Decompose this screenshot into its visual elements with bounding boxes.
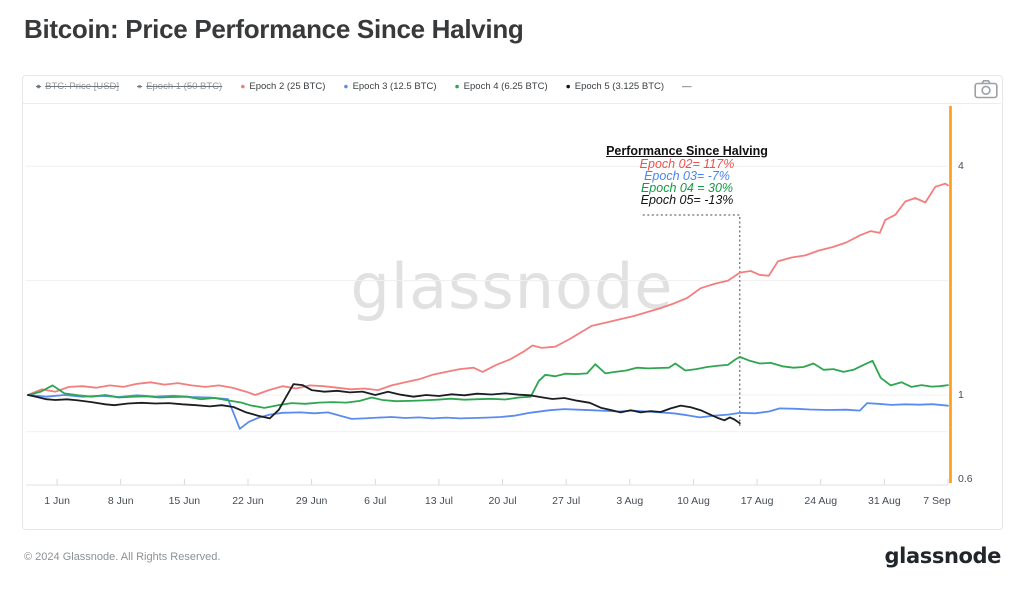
series-line-epoch-3-12-5-btc[interactable] [27,394,949,430]
chart-legend: ● BTC: Price [USD] ● Epoch 1 (50 BTC) ● Epoch… [36,81,692,92]
legend-item[interactable]: ● Epoch 5 (3.125 BTC) [565,81,665,92]
annotation-box: Performance Since Halving Epoch 02= 117% E… [596,144,778,206]
legend-item[interactable]: ● Epoch 3 (12.5 BTC) [343,81,437,92]
chart-card [22,75,1003,530]
watermark: glassnode [350,250,674,323]
legend-item[interactable]: ● BTC: Price [USD] [36,81,120,92]
dashed-marker [642,214,741,428]
legend-dot-icon: ● [454,81,460,91]
page-title: Bitcoin: Price Performance Since Halving [24,14,524,44]
legend-dot-icon: ● [565,81,571,91]
series-line-epoch-2-25-btc[interactable] [27,182,949,396]
annotation-line: Epoch 02= 117% [639,157,735,171]
legend-item[interactable]: ● Epoch 4 (6.25 BTC) [454,81,548,92]
annotation-line: Epoch 04 = 30% [640,181,734,195]
legend-dot-icon: ● [36,81,42,91]
series-line-epoch-5-3-125-btc[interactable] [27,383,741,425]
camera-button[interactable] [973,79,999,101]
glassnode-logo: glassnode [884,544,1002,568]
annotation-line: Epoch 03= -7% [644,169,730,183]
legend-item[interactable]: ● Epoch 2 (25 BTC) [240,81,326,92]
legend-dot-icon: ● [240,81,246,91]
legend-item[interactable]: — [682,81,692,92]
legend-separator [23,103,1001,104]
legend-dot-icon: ● [137,81,143,91]
legend-dot-icon: ● [343,81,349,91]
annotation-line: Epoch 05= -13% [640,193,734,207]
series-line-epoch-4-6-25-btc[interactable] [27,355,949,409]
camera-icon [974,80,998,99]
copyright-text: © 2024 Glassnode. All Rights Reserved. [24,551,221,563]
legend-item[interactable]: ● Epoch 1 (50 BTC) [137,81,223,92]
annotation-title: Performance Since Halving [606,144,768,158]
